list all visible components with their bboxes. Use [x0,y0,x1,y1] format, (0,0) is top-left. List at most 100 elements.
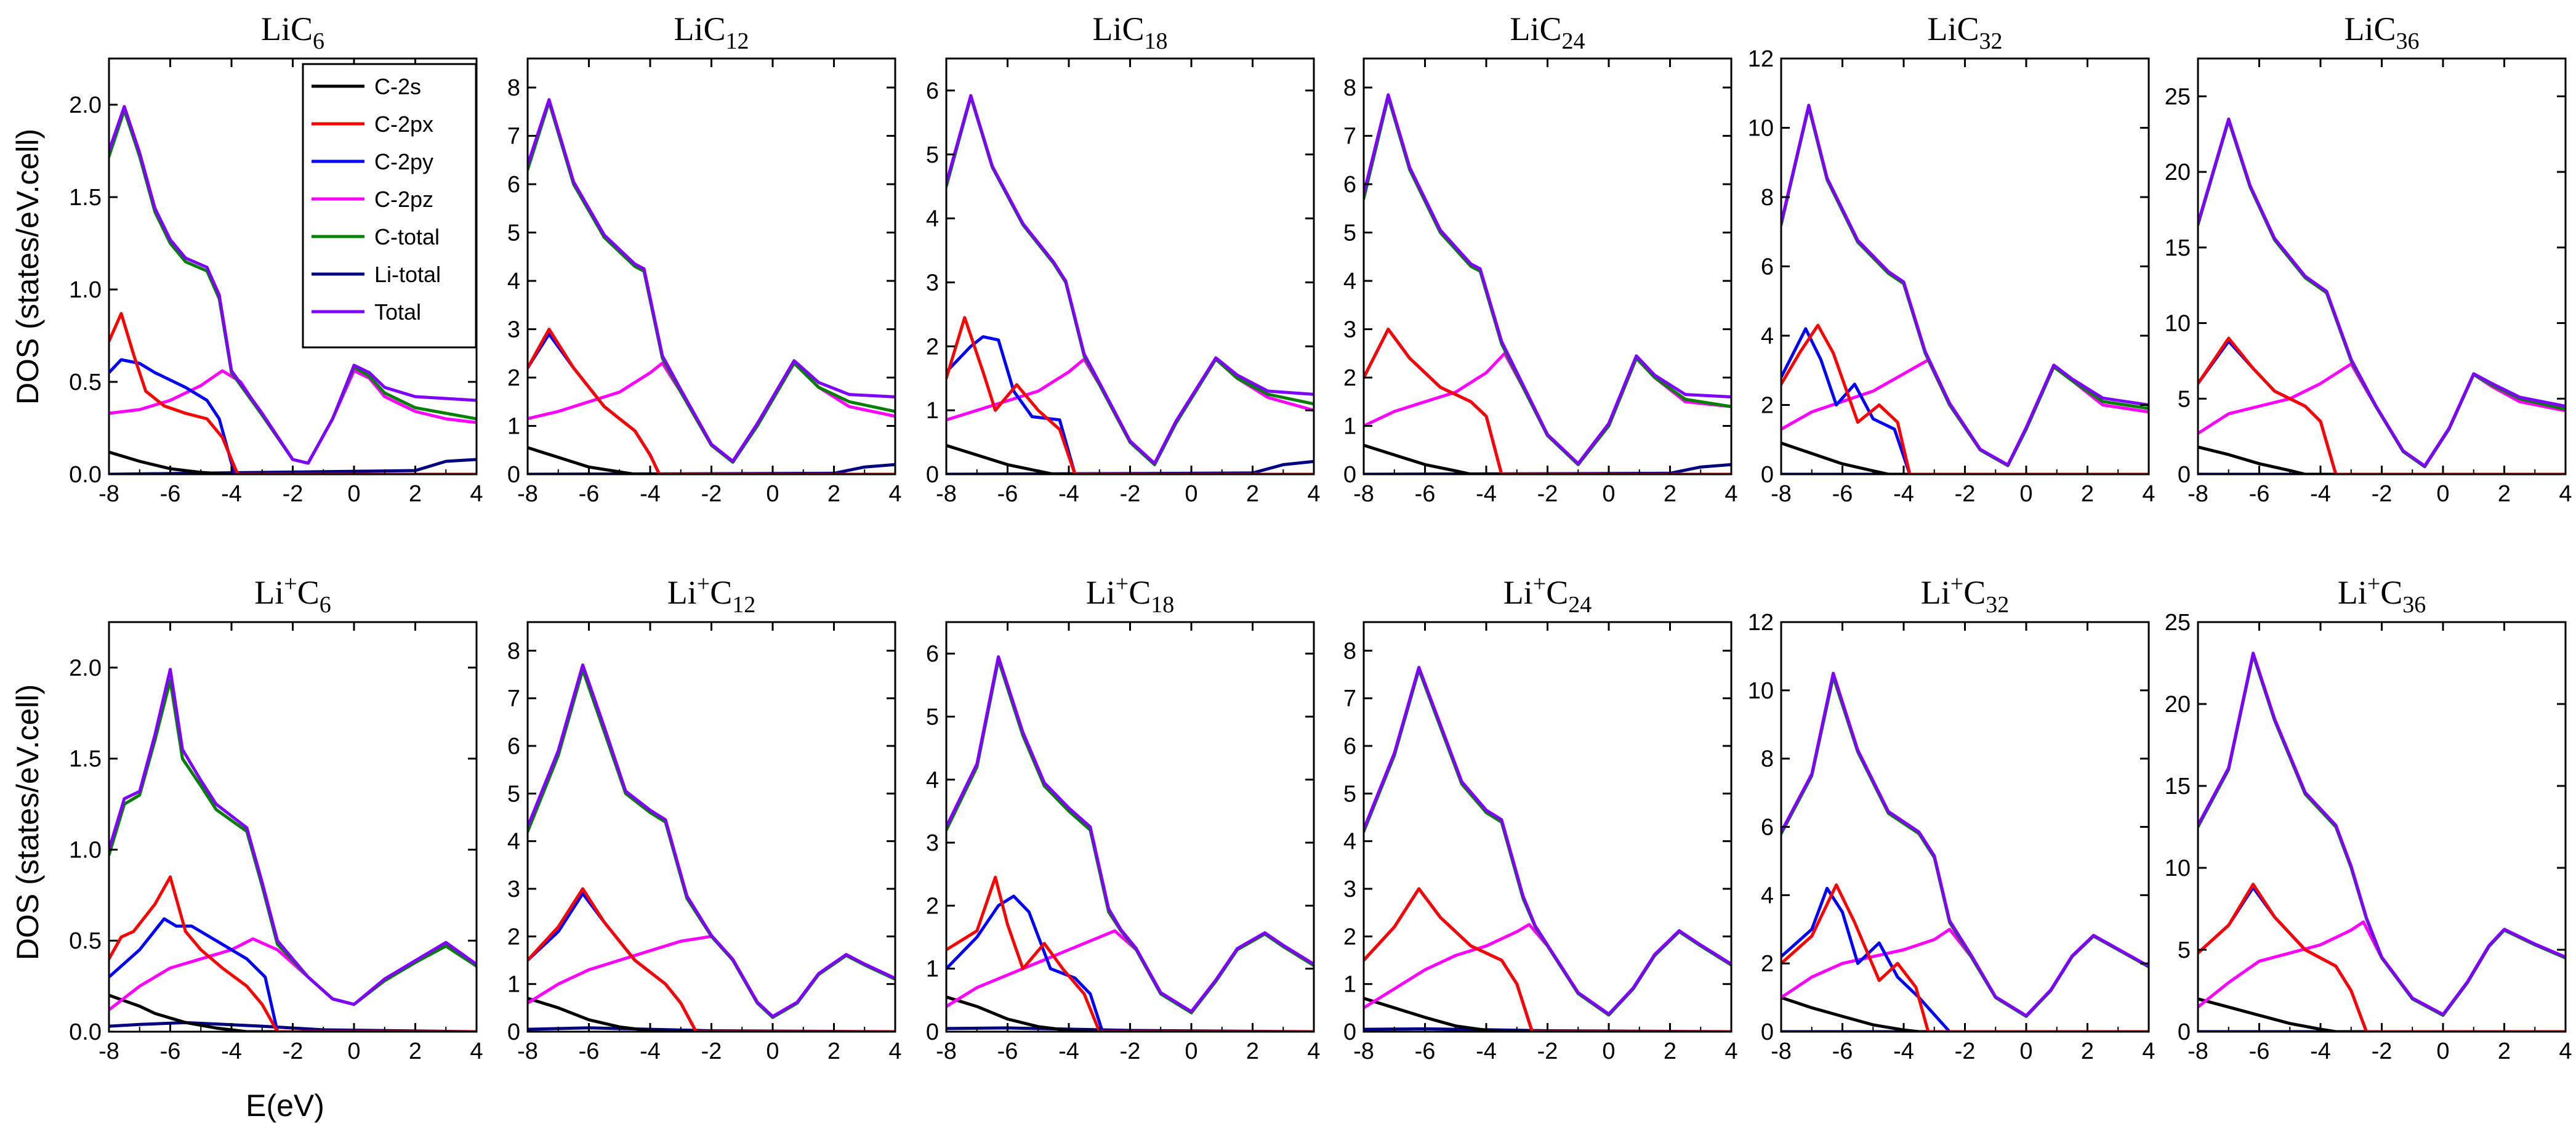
y-tick-label: 1.0 [69,277,102,303]
x-tick-label: 2 [1246,481,1259,507]
x-tick-label: -4 [1058,481,1079,507]
y-tick-label: 0.0 [69,462,102,488]
y-tick-label: 0 [1343,1019,1356,1045]
series-c-2s [2198,445,2566,474]
legend-label: C-total [374,224,440,249]
y-tick-label: 7 [1343,686,1356,712]
series-c-total [1364,95,1731,466]
y-tick-label: 4 [507,269,520,294]
series-c-total [528,100,895,464]
y-tick-label: 0 [507,1019,520,1045]
panel-5: -8 -6 -4 -2 0 2 4 0 5 10 15 20 25 LiC36 [2165,10,2572,507]
y-tick-label: 2 [1761,393,1774,419]
series-c-2s [1364,997,1731,1032]
series-c-2s [946,443,1314,474]
series-c-2px [2198,883,2566,1032]
y-tick-label: 1 [507,414,520,440]
y-tick-label: 8 [1761,185,1774,211]
x-tick-label: 2 [2498,1038,2511,1064]
panel-title: LiC24 [1510,10,1585,54]
y-tick-label: 12 [1748,46,1774,72]
x-tick-label: -6 [997,1038,1018,1064]
x-tick-label: -8 [936,481,957,507]
series-c-2px [946,875,1314,1032]
y-tick-label: 1 [926,957,939,982]
x-tick-label: -8 [2188,1038,2208,1064]
series-total [1364,666,1731,1016]
y-tick-label: 15 [2165,774,2191,799]
y-tick-label: 3 [507,876,520,902]
series-c-2pz [1364,923,1731,1017]
series-group [2198,117,2566,474]
plot-frame [1780,57,2150,475]
x-tick-label: -4 [1058,1038,1079,1064]
y-tick-label: 0 [926,462,939,488]
y-tick-label: 2 [1761,951,1774,977]
panel-title: Li+C32 [1921,571,2009,618]
panel-title: LiC32 [1927,10,2002,54]
x-tick-label: -6 [997,481,1018,507]
x-tick-label: 2 [2081,481,2094,507]
series-c-2py [109,917,477,1032]
y-tick-label: 3 [1343,876,1356,902]
series-group [946,94,1314,474]
plot-frame [1362,57,1733,475]
y-tick-label: 5 [2178,386,2191,412]
x-tick-label: 0 [347,1038,360,1064]
y-tick-label: 10 [1748,678,1774,704]
panel-title: Li+C6 [254,571,331,618]
y-tick-label: 0 [507,462,520,488]
y-tick-label: 3 [1343,317,1356,343]
y-tick-label: 5 [1343,221,1356,246]
series-c-2px [528,328,895,474]
panel-title: Li+C24 [1503,571,1592,618]
panel-1: -8 -6 -4 -2 0 2 4 0 1 2 3 4 5 6 7 8 LiC12 [507,10,902,507]
x-tick-label: -2 [1120,1038,1141,1064]
x-tick-label: -2 [283,481,304,507]
y-tick-label: 6 [1761,254,1774,280]
series-group [946,655,1314,1032]
legend-label: C-2pz [374,187,433,212]
x-tick-label: -4 [221,481,242,507]
y-tick-label: 5 [2178,937,2191,963]
x-tick-label: -8 [517,1038,538,1064]
y-tick-label: 6 [926,78,939,104]
series-total [2198,117,2566,467]
y-tick-label: 4 [926,767,939,793]
y-tick-label: 25 [2165,84,2191,110]
plot-frame [526,621,896,1033]
series-total [2198,652,2566,1016]
legend-label: Li-total [374,262,441,287]
x-tick-label: 4 [1725,481,1737,507]
series-c-2px [109,312,477,474]
series-c-2s [528,446,895,474]
series-total [528,663,895,1018]
panel-4: -8 -6 -4 -2 0 2 4 0 2 4 6 8 10 12 LiC32 [1748,10,2155,507]
x-tick-label: 2 [409,481,422,507]
y-tick-label: 2.0 [69,655,102,681]
y-tick-label: 0 [1343,462,1356,488]
x-tick-label: -2 [2372,481,2393,507]
x-tick-label: 0 [2019,1038,2032,1064]
panel-title: Li+C36 [2338,571,2426,618]
series-group [109,105,477,474]
plot-frame [945,57,1315,475]
series-c-2s [946,995,1314,1032]
x-tick-label: -4 [1893,1038,1914,1064]
y-tick-label: 1.0 [69,837,102,863]
y-tick-label: 8 [1761,747,1774,772]
series-c-2py [1781,327,2149,474]
y-tick-label: 0 [1761,1019,1774,1045]
x-tick-label: -8 [936,1038,957,1064]
series-group [1781,103,2149,474]
panel-6: -8 -6 -4 -2 0 2 4 0.0 0.5 1.0 1.5 2.0 Li+C6 [69,571,483,1064]
y-tick-label: 1.5 [69,747,102,772]
series-total [1781,103,2149,467]
x-tick-label: -2 [2372,1038,2393,1064]
x-tick-label: -2 [1955,1038,1976,1064]
y-tick-label: 4 [1343,269,1356,294]
x-tick-label: 0 [2436,1038,2449,1064]
panel-10: -8 -6 -4 -2 0 2 4 0 2 4 6 8 10 12 Li+C32 [1748,571,2155,1064]
y-tick-label: 2 [1343,365,1356,391]
